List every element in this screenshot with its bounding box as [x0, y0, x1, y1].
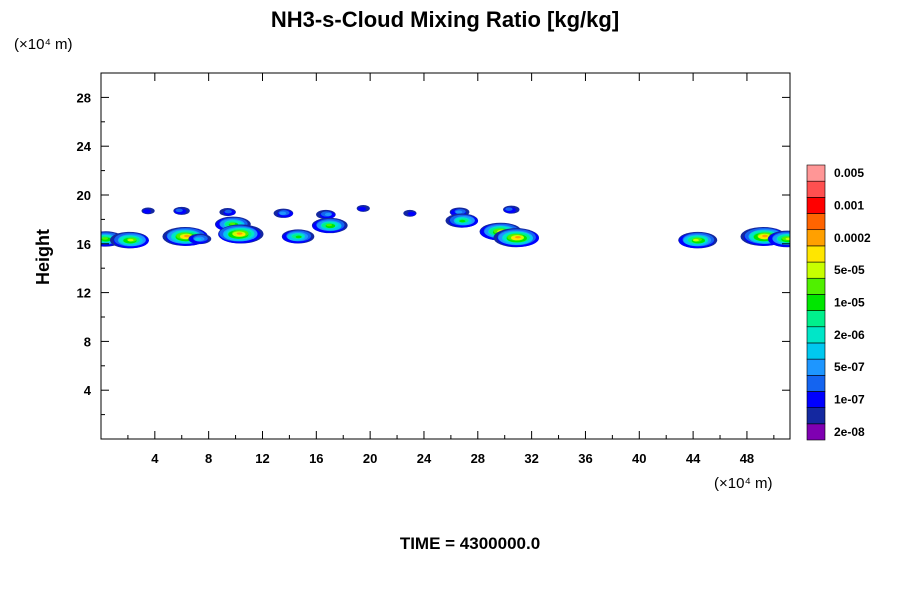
- cloud-contour: [455, 210, 463, 214]
- x-tick-label: 8: [205, 451, 212, 466]
- colorbar-swatch: [806, 294, 826, 311]
- cloud-region: [767, 230, 790, 248]
- colorbar-label: 1e-05: [834, 296, 865, 310]
- plot-contents: [101, 205, 790, 249]
- cloud-region: [445, 213, 479, 228]
- colorbar-swatch: [806, 229, 826, 247]
- x-tick-label: 40: [632, 451, 646, 466]
- x-axis: 4 8 12 16 20 24 28 32 36 40 44 48: [127, 73, 775, 466]
- colorbar-swatch: [806, 245, 826, 263]
- x-tick-label: 16: [309, 451, 323, 466]
- cloud-region: [173, 206, 190, 215]
- x-tick-label: 20: [363, 451, 377, 466]
- cloud-contour: [142, 209, 151, 214]
- cloud-contour: [326, 223, 333, 227]
- colorbar-swatch: [806, 407, 826, 425]
- cloud-contour: [279, 211, 287, 215]
- cloud-region: [403, 209, 417, 217]
- cloud-region: [141, 207, 155, 215]
- cloud-contour: [693, 238, 699, 242]
- cloud-contour: [127, 238, 134, 242]
- cloud-region: [678, 231, 718, 249]
- x-tick-label: 48: [740, 451, 754, 466]
- colorbar-swatch: [806, 197, 826, 214]
- cloud-contour: [184, 234, 190, 238]
- colorbar-swatch: [806, 374, 826, 392]
- cloud-contour: [236, 232, 243, 235]
- cloud-contour: [175, 208, 183, 213]
- cloud-contour: [459, 219, 466, 223]
- x-unit-label: (×10⁴ m): [714, 475, 773, 492]
- cloud-region: [273, 208, 294, 218]
- colorbar-swatch: [806, 326, 826, 344]
- colorbar-label: 5e-05: [834, 263, 865, 277]
- y-tick-label: 12: [77, 286, 91, 301]
- cloud-contour: [194, 237, 202, 241]
- y-tick-label: 28: [77, 90, 91, 105]
- colorbar-label: 0.0002: [834, 231, 871, 245]
- colorbar-label: 1e-07: [834, 393, 865, 407]
- cloud-layer: [101, 205, 790, 249]
- cloud-region: [109, 231, 149, 249]
- cloud-region: [311, 217, 348, 234]
- colorbar-label: 2e-08: [834, 425, 865, 439]
- cloud-region: [218, 224, 264, 244]
- x-tick-label: 4: [151, 451, 159, 466]
- colorbar-swatch: [806, 180, 826, 198]
- cloud-contour: [515, 235, 521, 239]
- cloud-contour: [785, 237, 790, 241]
- colorbar-swatch: [806, 342, 826, 360]
- y-axis-title: Height: [33, 229, 53, 285]
- cloud-region: [281, 229, 315, 244]
- x-tick-label: 36: [578, 451, 592, 466]
- colorbar-label: 5e-07: [834, 360, 865, 374]
- cloud-contour: [295, 235, 302, 239]
- cloud-region: [188, 233, 212, 245]
- cloud-contour: [229, 222, 236, 226]
- cloud-contour: [358, 206, 367, 212]
- y-tick-label: 16: [77, 237, 91, 252]
- x-tick-label: 32: [524, 451, 538, 466]
- y-tick-label: 20: [77, 188, 91, 203]
- colorbar-swatch: [806, 423, 826, 441]
- cloud-region: [316, 209, 336, 220]
- cloud-contour: [324, 212, 332, 217]
- y-tick-label: 8: [84, 334, 91, 349]
- x-tick-label: 28: [471, 451, 485, 466]
- cloud-region: [356, 205, 370, 212]
- time-footer: TIME = 4300000.0: [400, 534, 540, 553]
- colorbar-swatch: [806, 277, 826, 295]
- cloud-region: [219, 208, 236, 217]
- colorbar-swatch: [806, 358, 826, 376]
- x-tick-label: 44: [686, 451, 701, 466]
- cloud-contour: [224, 209, 232, 214]
- colorbar-swatch: [806, 164, 826, 182]
- colorbar-swatch: [806, 261, 826, 279]
- y-axis: 4 8 12 16 20 24 28: [77, 90, 790, 416]
- chart-title: NH3-s-Cloud Mixing Ratio [kg/kg]: [271, 7, 619, 32]
- colorbar-label: 0.005: [834, 166, 864, 180]
- y-unit-label: (×10⁴ m): [14, 36, 73, 53]
- x-tick-label: 24: [417, 451, 432, 466]
- y-tick-label: 24: [77, 139, 92, 154]
- cloud-contour: [407, 211, 416, 216]
- y-tick-label: 4: [84, 383, 92, 398]
- cloud-contour: [505, 207, 513, 211]
- colorbar-swatch: [806, 213, 826, 231]
- cloud-contour: [102, 237, 109, 240]
- colorbar-label: 2e-06: [834, 328, 865, 342]
- plot-frame: [100, 72, 791, 440]
- cloud-region: [493, 228, 539, 248]
- cloud-region: [101, 231, 124, 247]
- cloud-contour: [762, 234, 768, 238]
- colorbar-label: 0.001: [834, 198, 864, 212]
- cloud-region: [503, 205, 520, 214]
- colorbar-swatch: [806, 391, 826, 408]
- x-tick-label: 12: [255, 451, 269, 466]
- colorbar: 2e-08 1e-07 5e-07 2e-06 1e-05 5e-05 0.0002 0.00…: [806, 164, 871, 441]
- colorbar-swatch: [806, 310, 826, 328]
